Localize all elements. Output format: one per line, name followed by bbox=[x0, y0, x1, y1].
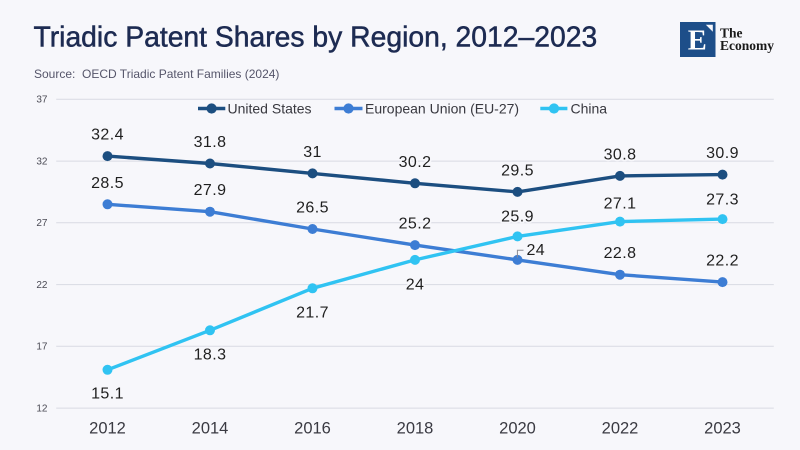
svg-text:United States: United States bbox=[228, 101, 312, 117]
svg-text:2012: 2012 bbox=[89, 420, 126, 438]
svg-text:30.9: 30.9 bbox=[706, 145, 739, 162]
svg-text:Source: OECD Triadic Patent F: Source: OECD Triadic Patent Families (20… bbox=[34, 67, 279, 81]
svg-text:2022: 2022 bbox=[602, 420, 639, 438]
svg-text:E: E bbox=[688, 25, 707, 56]
svg-text:2014: 2014 bbox=[192, 420, 229, 438]
svg-text:29.5: 29.5 bbox=[501, 162, 534, 179]
svg-text:31.8: 31.8 bbox=[194, 134, 227, 151]
svg-text:28.5: 28.5 bbox=[91, 175, 124, 192]
svg-text:China: China bbox=[571, 101, 608, 117]
svg-text:27.9: 27.9 bbox=[194, 182, 227, 199]
svg-text:32.4: 32.4 bbox=[91, 127, 124, 144]
svg-text:25.2: 25.2 bbox=[399, 216, 432, 233]
svg-text:12: 12 bbox=[36, 403, 48, 414]
svg-text:2020: 2020 bbox=[499, 420, 536, 438]
svg-text:24: 24 bbox=[406, 276, 425, 293]
svg-text:2023: 2023 bbox=[704, 420, 741, 438]
svg-text:26.5: 26.5 bbox=[296, 200, 329, 217]
svg-text:22: 22 bbox=[36, 280, 48, 291]
svg-text:22.2: 22.2 bbox=[706, 253, 739, 270]
svg-text:The: The bbox=[720, 26, 743, 41]
svg-text:30.8: 30.8 bbox=[604, 146, 637, 163]
svg-text:30.2: 30.2 bbox=[399, 154, 432, 171]
svg-text:32: 32 bbox=[36, 156, 48, 167]
svg-text:27: 27 bbox=[36, 218, 48, 229]
svg-text:24: 24 bbox=[527, 242, 546, 259]
svg-text:37: 37 bbox=[36, 95, 48, 106]
svg-text:21.7: 21.7 bbox=[296, 305, 329, 322]
svg-text:Triadic Patent Shares by Regio: Triadic Patent Shares by Region, 2012–20… bbox=[34, 20, 598, 52]
svg-text:31: 31 bbox=[303, 144, 322, 161]
svg-text:15.1: 15.1 bbox=[91, 386, 124, 403]
svg-text:17: 17 bbox=[36, 342, 48, 353]
svg-text:18.3: 18.3 bbox=[194, 347, 227, 364]
svg-text:2016: 2016 bbox=[294, 420, 331, 438]
svg-text:27.3: 27.3 bbox=[706, 192, 739, 209]
svg-text:27.1: 27.1 bbox=[604, 196, 637, 213]
svg-text:2018: 2018 bbox=[397, 420, 434, 438]
svg-text:22.8: 22.8 bbox=[604, 245, 637, 262]
svg-text:Economy: Economy bbox=[720, 38, 774, 53]
svg-text:25.9: 25.9 bbox=[501, 209, 534, 226]
svg-text:European Union (EU-27): European Union (EU-27) bbox=[365, 101, 519, 117]
